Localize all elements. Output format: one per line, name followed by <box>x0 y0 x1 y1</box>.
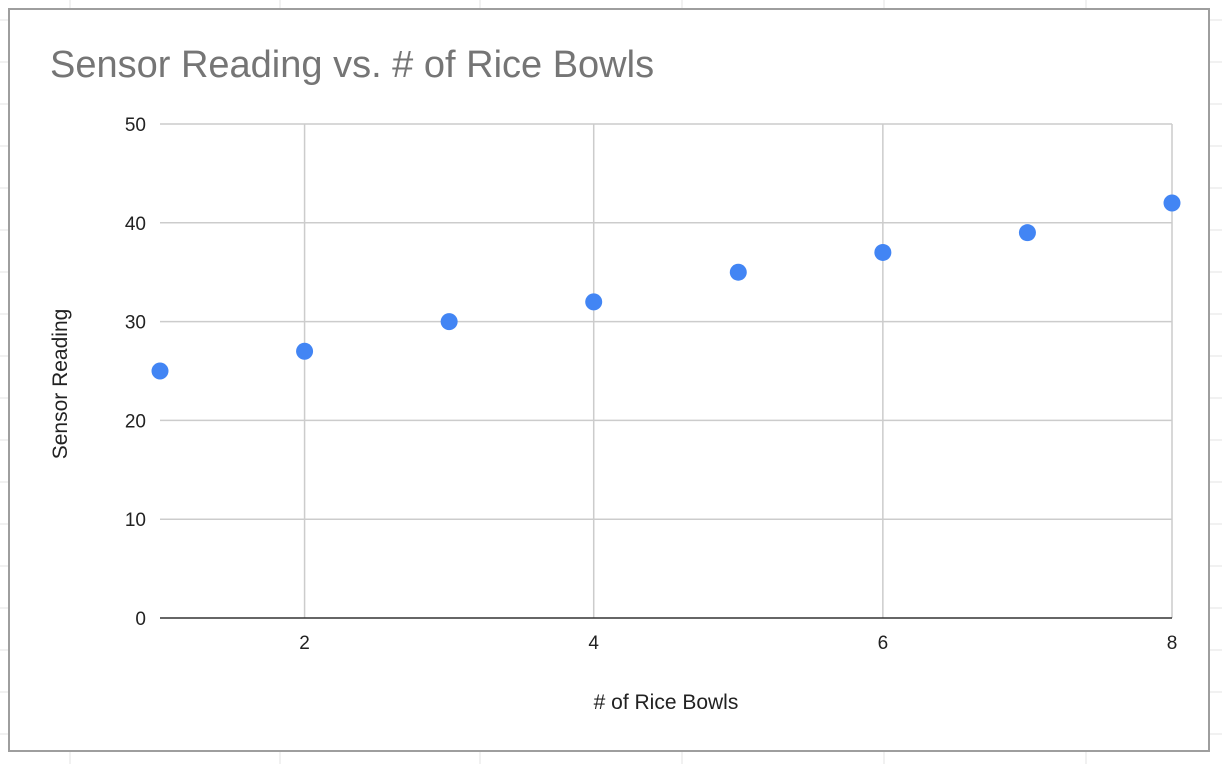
y-tick-label: 40 <box>125 214 146 235</box>
chart-title: Sensor Reading vs. # of Rice Bowls <box>50 44 655 86</box>
x-axis-title: # of Rice Bowls <box>594 691 739 714</box>
data-point[interactable] <box>151 362 169 380</box>
x-tick-label: 6 <box>878 633 889 654</box>
y-tick-label: 50 <box>125 115 146 136</box>
data-point[interactable] <box>585 293 603 311</box>
x-tick-label: 2 <box>299 633 310 654</box>
y-tick-label: 30 <box>125 313 146 334</box>
y-tick-label: 10 <box>125 510 146 531</box>
y-axis-title: Sensor Reading <box>49 309 72 460</box>
chart-card[interactable]: Sensor Reading vs. # of Rice Bowls <box>8 8 1210 752</box>
x-tick-label: 4 <box>588 633 599 654</box>
data-point[interactable] <box>296 342 314 360</box>
y-tick-label: 20 <box>125 411 146 432</box>
data-point[interactable] <box>1163 194 1181 212</box>
x-tick-label: 8 <box>1167 633 1178 654</box>
data-point[interactable] <box>729 263 747 281</box>
y-tick-label: 0 <box>135 609 146 630</box>
data-point[interactable] <box>1018 224 1036 242</box>
data-point[interactable] <box>874 243 892 261</box>
data-point[interactable] <box>440 313 458 331</box>
